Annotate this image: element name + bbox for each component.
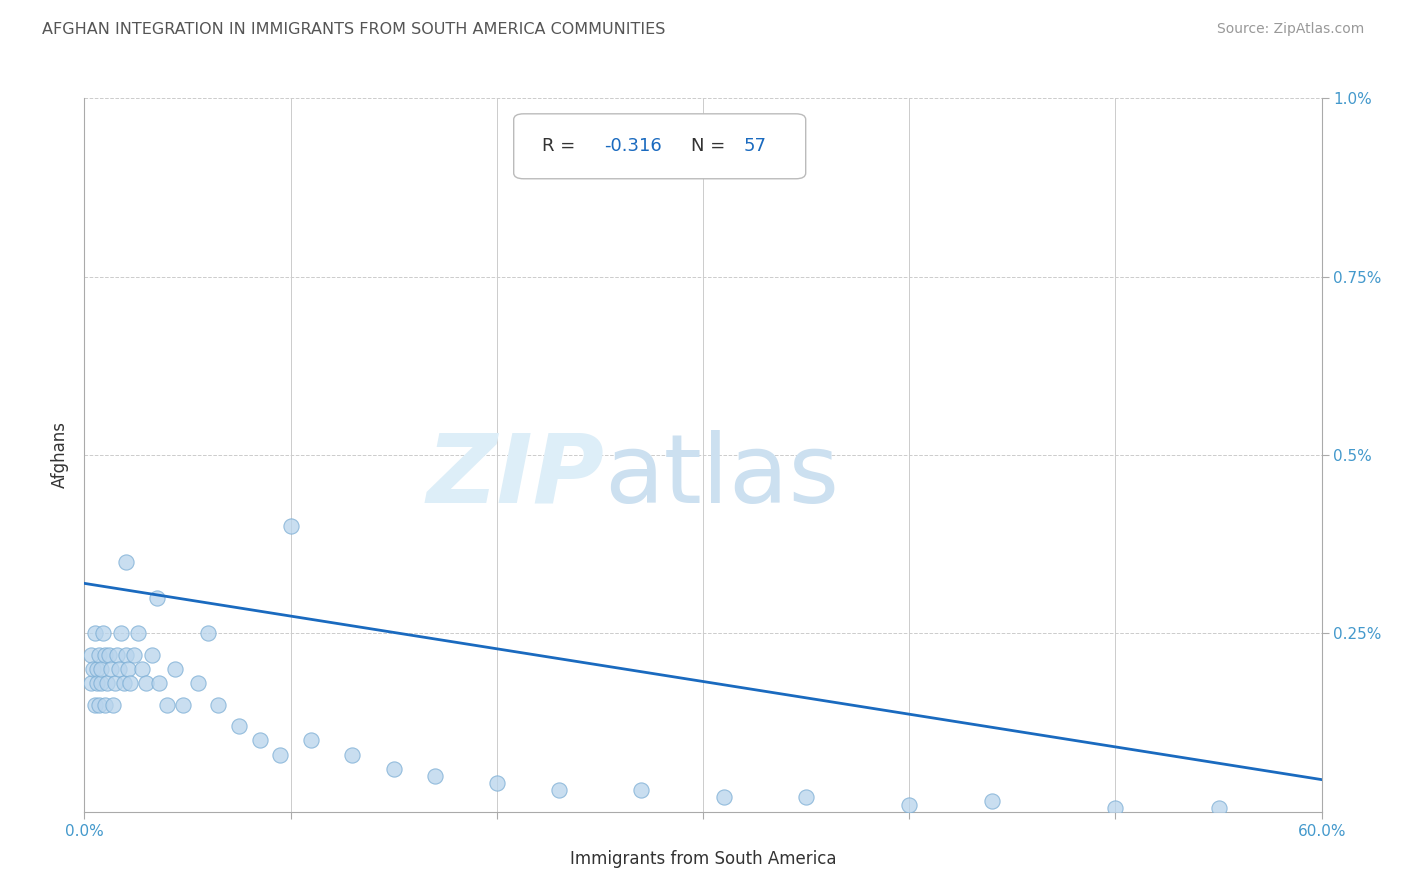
Point	[112, 676, 135, 690]
Point	[1208, 801, 1230, 815]
Point	[87, 698, 110, 712]
Point	[118, 676, 141, 690]
Point	[79, 648, 101, 662]
Point	[156, 698, 179, 712]
Point	[630, 783, 652, 797]
Point	[79, 676, 101, 690]
Text: 57: 57	[744, 137, 766, 155]
Point	[172, 698, 194, 712]
Point	[100, 662, 122, 676]
Text: R =: R =	[543, 137, 581, 155]
Point	[135, 676, 157, 690]
Point	[148, 676, 170, 690]
Point	[117, 662, 139, 676]
Point	[110, 626, 132, 640]
Point	[96, 676, 118, 690]
Point	[382, 762, 405, 776]
Point	[94, 698, 117, 712]
Point	[90, 662, 112, 676]
Point	[87, 648, 110, 662]
Point	[280, 519, 302, 533]
Point	[898, 797, 921, 812]
Text: Source: ZipAtlas.com: Source: ZipAtlas.com	[1216, 22, 1364, 37]
Point	[91, 626, 114, 640]
Point	[127, 626, 149, 640]
Text: AFGHAN INTEGRATION IN IMMIGRANTS FROM SOUTH AMERICA COMMUNITIES: AFGHAN INTEGRATION IN IMMIGRANTS FROM SO…	[42, 22, 665, 37]
Point	[83, 626, 105, 640]
Point	[86, 662, 108, 676]
Point	[228, 719, 250, 733]
Text: atlas: atlas	[605, 430, 839, 523]
Point	[105, 648, 128, 662]
Point	[114, 648, 136, 662]
Y-axis label: Afghans: Afghans	[51, 421, 69, 489]
Point	[104, 676, 127, 690]
Point	[342, 747, 364, 762]
Point	[82, 662, 104, 676]
Point	[1104, 801, 1126, 815]
Point	[165, 662, 187, 676]
Text: N =: N =	[690, 137, 731, 155]
Point	[980, 794, 1002, 808]
Point	[197, 626, 219, 640]
Point	[249, 733, 271, 747]
Point	[83, 698, 105, 712]
Point	[299, 733, 322, 747]
Point	[103, 698, 125, 712]
Point	[269, 747, 291, 762]
Point	[86, 676, 108, 690]
Point	[108, 662, 131, 676]
X-axis label: Immigrants from South America: Immigrants from South America	[569, 850, 837, 868]
Point	[141, 648, 163, 662]
Point	[713, 790, 735, 805]
Point	[207, 698, 229, 712]
Text: ZIP: ZIP	[426, 430, 605, 523]
Point	[90, 676, 112, 690]
Point	[547, 783, 569, 797]
Point	[485, 776, 508, 790]
Point	[794, 790, 817, 805]
Point	[114, 555, 136, 569]
FancyBboxPatch shape	[513, 114, 806, 178]
Point	[94, 648, 117, 662]
Point	[423, 769, 446, 783]
Point	[187, 676, 209, 690]
Point	[98, 648, 121, 662]
Text: -0.316: -0.316	[605, 137, 662, 155]
Point	[145, 591, 167, 605]
Point	[131, 662, 153, 676]
Point	[122, 648, 145, 662]
